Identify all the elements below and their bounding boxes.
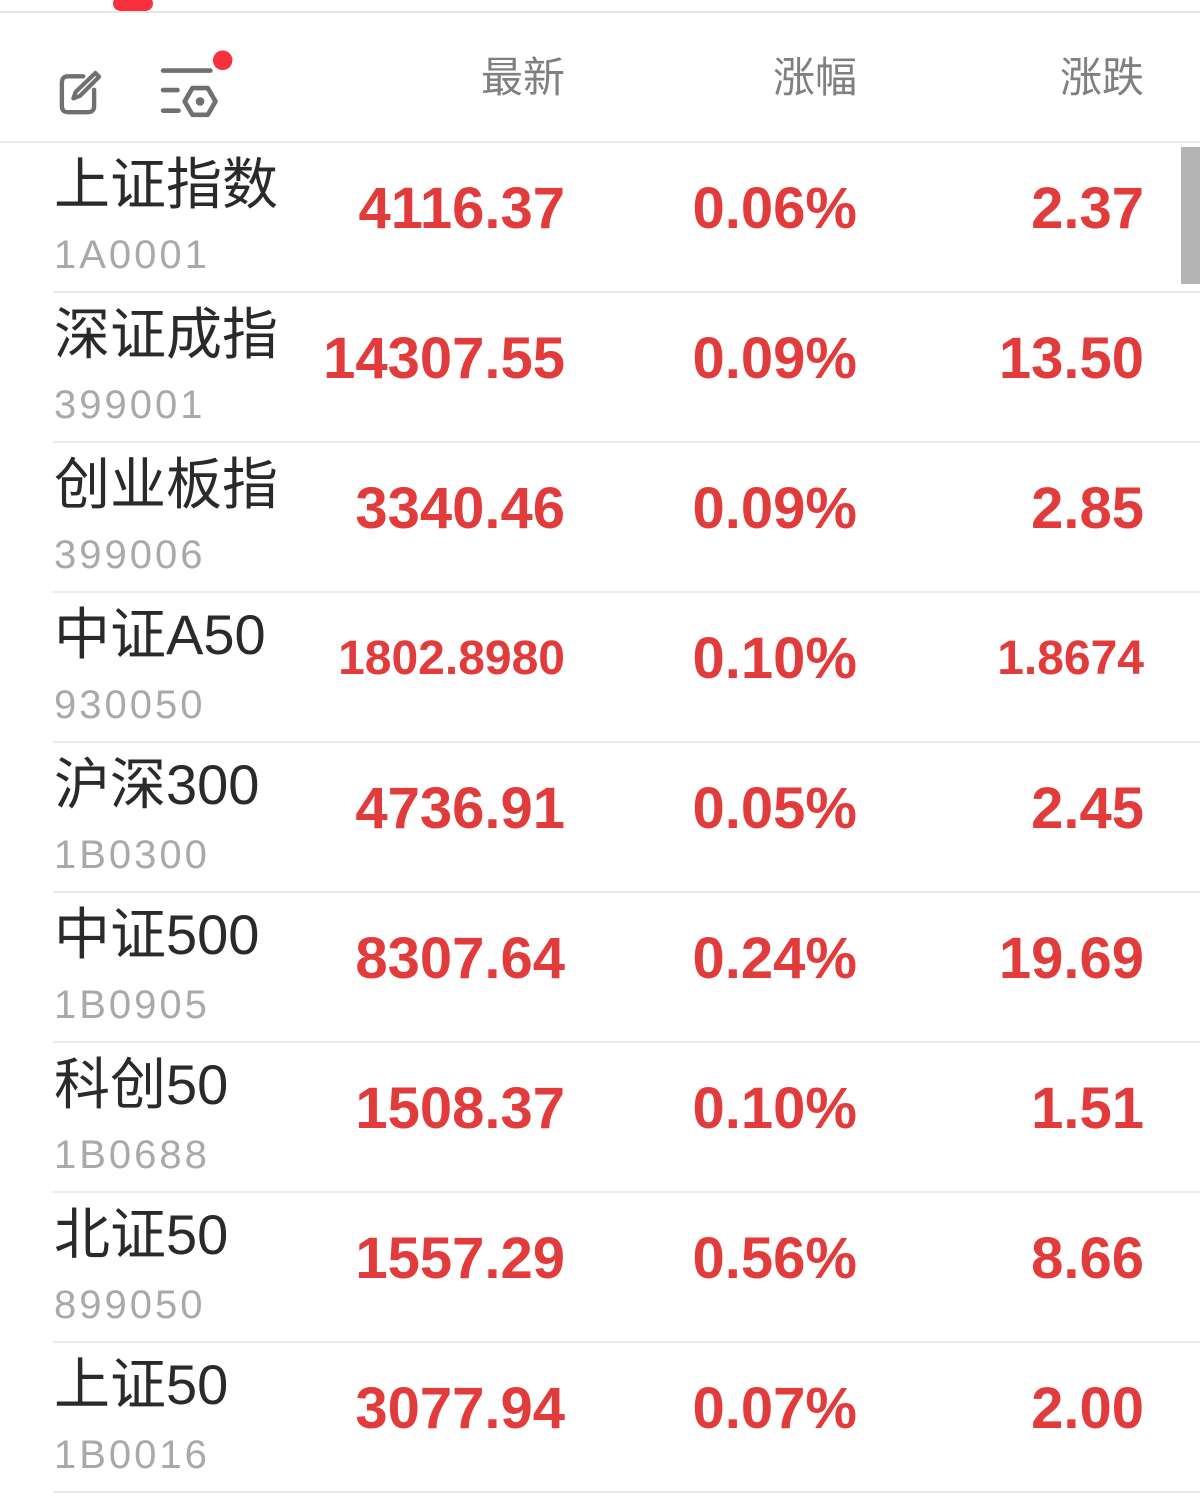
index-row[interactable]: 中证500 1B0905 8307.64 0.24% 19.69 xyxy=(0,893,1200,1043)
index-latest-value: 4116.37 xyxy=(358,176,565,241)
watchlist-toolbar: 最新 涨幅 涨跌 xyxy=(0,13,1200,143)
index-code: 1B0905 xyxy=(54,983,210,1027)
index-change-percent: 0.24% xyxy=(692,926,857,991)
index-code: 399006 xyxy=(54,533,206,577)
index-change-amount: 1.51 xyxy=(1031,1076,1144,1141)
index-change-percent: 0.09% xyxy=(692,476,857,541)
column-header-change-percent[interactable]: 涨幅 xyxy=(772,54,857,101)
index-change-percent: 0.06% xyxy=(692,176,857,241)
index-change-amount: 13.50 xyxy=(998,326,1144,391)
index-code: 1A0001 xyxy=(54,233,210,277)
index-row[interactable]: 创业板指 399006 3340.46 0.09% 2.85 xyxy=(0,443,1200,593)
index-row[interactable]: 沪深300 1B0300 4736.91 0.05% 2.45 xyxy=(0,743,1200,893)
index-name: 深证成指 xyxy=(54,303,278,366)
index-latest-value: 3077.94 xyxy=(355,1376,565,1441)
index-latest-value: 1802.8980 xyxy=(338,632,565,685)
index-change-amount: 2.85 xyxy=(1031,476,1144,541)
index-name: 中证500 xyxy=(54,903,260,966)
column-header-change-amount[interactable]: 涨跌 xyxy=(1059,54,1144,101)
index-change-amount: 1.8674 xyxy=(997,632,1144,685)
index-code: 399001 xyxy=(54,383,206,427)
index-change-amount: 19.69 xyxy=(998,926,1144,991)
edit-compose-icon xyxy=(54,70,102,123)
index-list: 上证指数 1A0001 4116.37 0.06% 2.37 深证成指 3990… xyxy=(0,143,1200,1493)
index-row[interactable]: 北证50 899050 1557.29 0.56% 8.66 xyxy=(0,1193,1200,1343)
index-change-percent: 0.07% xyxy=(692,1376,857,1441)
index-latest-value: 8307.64 xyxy=(355,926,565,991)
index-change-percent: 0.10% xyxy=(692,1076,857,1141)
index-name: 上证50 xyxy=(54,1353,229,1416)
index-change-percent: 0.10% xyxy=(692,626,857,691)
index-change-percent: 0.56% xyxy=(692,1226,857,1291)
index-change-percent: 0.09% xyxy=(692,326,857,391)
index-code: 1B0688 xyxy=(54,1133,210,1177)
index-code: 1B0300 xyxy=(54,833,210,877)
index-row[interactable]: 中证A50 930050 1802.8980 0.10% 1.8674 xyxy=(0,593,1200,743)
index-code: 930050 xyxy=(54,683,206,727)
index-name: 北证50 xyxy=(54,1203,229,1266)
notification-dot xyxy=(212,50,233,71)
index-name: 沪深300 xyxy=(54,753,260,816)
index-change-amount: 2.37 xyxy=(1031,176,1144,241)
index-row[interactable]: 上证指数 1A0001 4116.37 0.06% 2.37 xyxy=(0,143,1200,293)
index-change-amount: 2.45 xyxy=(1031,776,1144,841)
tab-strip xyxy=(0,0,1200,13)
index-change-amount: 8.66 xyxy=(1031,1226,1144,1291)
filter-settings-button[interactable] xyxy=(160,50,234,122)
index-name: 上证指数 xyxy=(54,153,278,216)
index-code: 1B0016 xyxy=(54,1433,210,1477)
filter-settings-icon xyxy=(160,50,234,125)
edit-watchlist-button[interactable] xyxy=(54,68,102,120)
scrollbar-thumb[interactable] xyxy=(1181,147,1200,284)
index-latest-value: 1557.29 xyxy=(355,1226,565,1291)
index-row[interactable]: 科创50 1B0688 1508.37 0.10% 1.51 xyxy=(0,1043,1200,1193)
index-name: 中证A50 xyxy=(54,603,266,666)
index-code: 899050 xyxy=(54,1283,206,1327)
index-name: 科创50 xyxy=(54,1053,229,1116)
index-latest-value: 4736.91 xyxy=(355,776,565,841)
index-change-percent: 0.05% xyxy=(692,776,857,841)
index-row[interactable]: 深证成指 399001 14307.55 0.09% 13.50 xyxy=(0,293,1200,443)
active-tab-indicator xyxy=(113,0,153,11)
index-name: 创业板指 xyxy=(54,453,278,516)
index-row[interactable]: 上证50 1B0016 3077.94 0.07% 2.00 xyxy=(0,1343,1200,1493)
column-header-latest[interactable]: 最新 xyxy=(480,54,565,101)
index-change-amount: 2.00 xyxy=(1031,1376,1144,1441)
index-latest-value: 1508.37 xyxy=(355,1076,565,1141)
index-latest-value: 3340.46 xyxy=(355,476,565,541)
index-latest-value: 14307.55 xyxy=(323,326,565,391)
